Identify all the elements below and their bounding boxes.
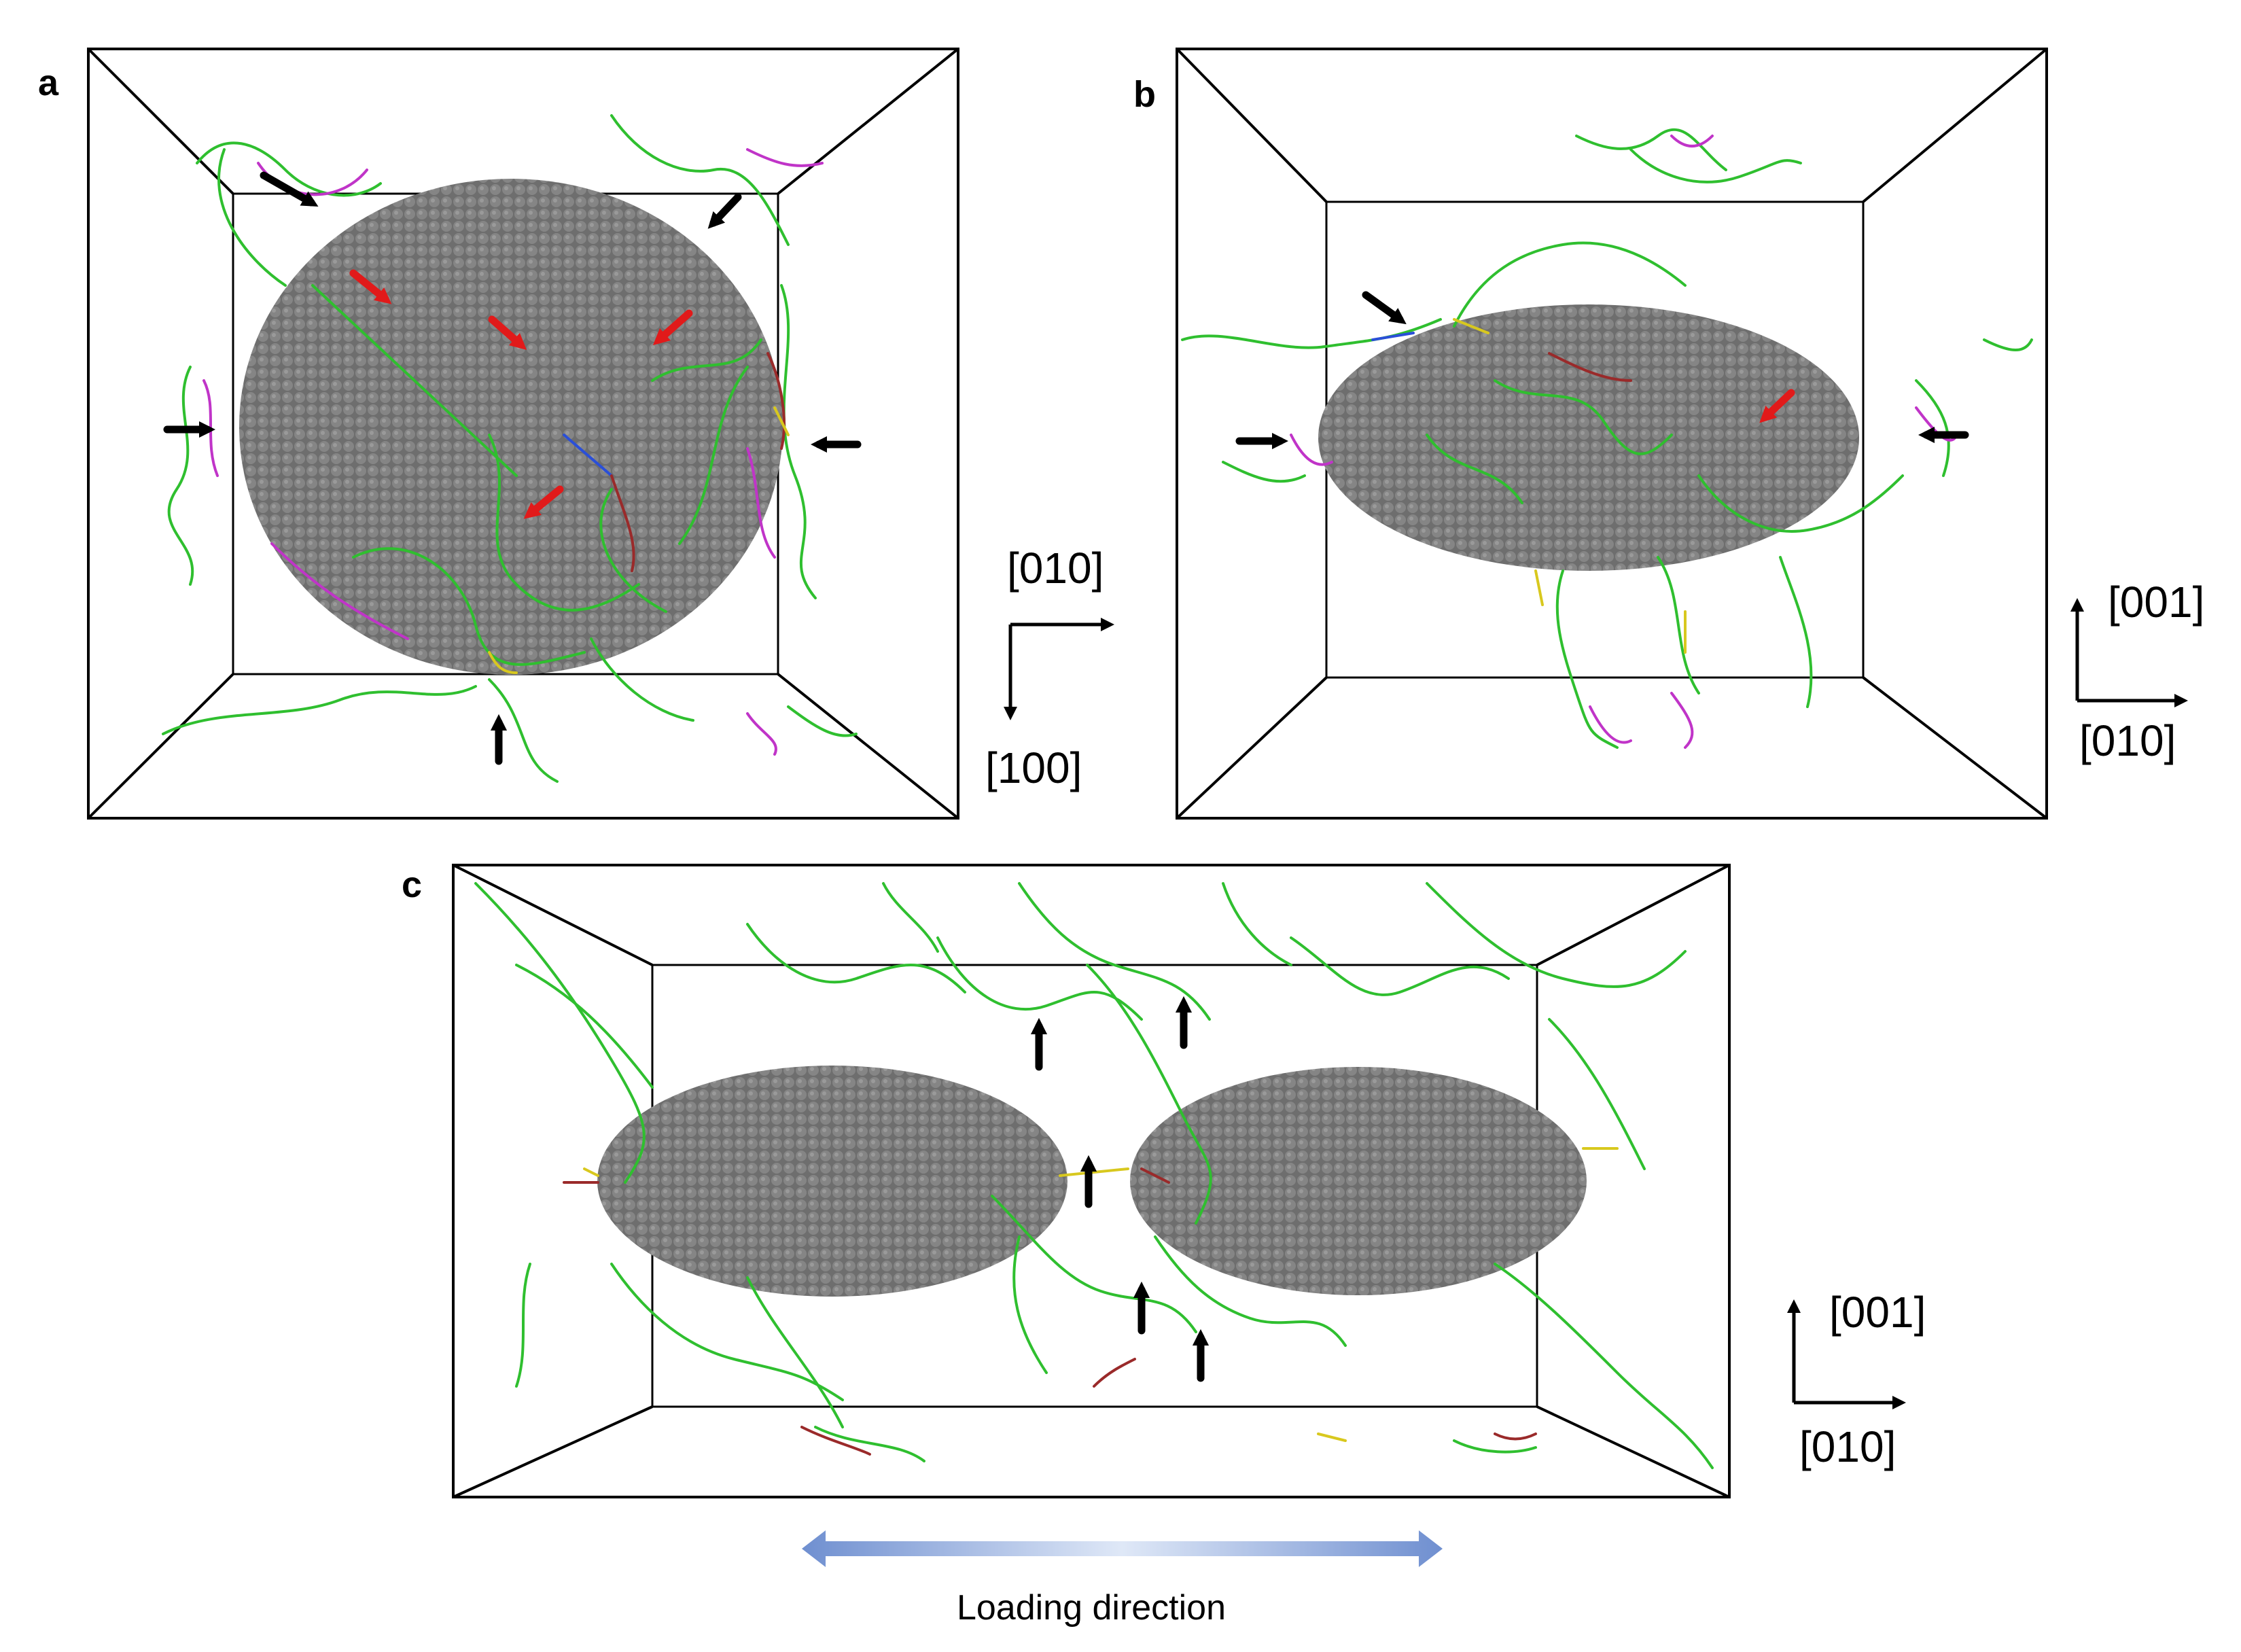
red-arrows-a [349, 269, 693, 519]
loading-direction-indicator: Loading direction [802, 1530, 1443, 1628]
arrow-a-2 [707, 193, 742, 229]
dislocation-lines-a [162, 114, 858, 783]
panel-b-label: b [1133, 74, 1156, 115]
axis-b-right-label: [010] [2079, 716, 2176, 765]
red-arrow-a-4 [523, 485, 564, 519]
axis-indicator-b [2070, 598, 2188, 707]
black-arrows-b [1235, 291, 1969, 450]
red-arrows-b [1759, 389, 1795, 423]
panel-a: a [38, 48, 1114, 820]
loading-direction-label: Loading direction [957, 1588, 1226, 1628]
axis-c-up-label: [001] [1829, 1288, 1926, 1337]
red-arrow-a-3 [652, 309, 693, 346]
precipitate-particle-c-right [1130, 1067, 1587, 1295]
red-arrow-a-1 [349, 269, 392, 304]
axis-indicator-a [1004, 618, 1114, 720]
axis-c-right-label: [010] [1799, 1422, 1896, 1471]
precipitate-particle-c-left [597, 1066, 1067, 1297]
axis-indicator-c [1787, 1299, 1906, 1409]
axis-a-y-label: [100] [985, 743, 1082, 792]
axis-a-x-label: [010] [1007, 544, 1104, 593]
axis-b-up-label: [001] [2108, 578, 2204, 627]
precipitate-particle-a [239, 179, 783, 675]
panel-b: b [1133, 48, 2204, 820]
black-arrows-c [1030, 996, 1210, 1382]
arrow-a-1 [260, 171, 319, 207]
panel-c-label: c [402, 864, 422, 905]
red-arrow-a-2 [488, 315, 527, 350]
black-arrows-a [163, 171, 862, 765]
dislocation-lines-b [1181, 128, 2033, 749]
arrow-b-1 [1362, 291, 1407, 325]
dislocation-lines-c [474, 882, 1714, 1469]
loading-double-arrow [802, 1530, 1443, 1567]
panel-a-label: a [38, 63, 59, 103]
red-arrow-b-1 [1759, 389, 1795, 423]
panel-c: c [402, 864, 1926, 1498]
